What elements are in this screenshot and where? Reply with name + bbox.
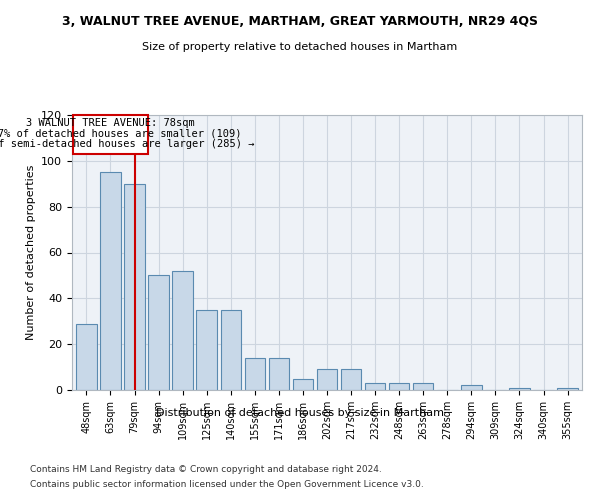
- Text: Contains HM Land Registry data © Crown copyright and database right 2024.: Contains HM Land Registry data © Crown c…: [30, 465, 382, 474]
- FancyBboxPatch shape: [73, 115, 148, 154]
- Bar: [317, 370, 337, 390]
- Bar: [365, 383, 385, 390]
- Text: Contains public sector information licensed under the Open Government Licence v3: Contains public sector information licen…: [30, 480, 424, 489]
- Bar: [557, 388, 578, 390]
- Bar: [221, 310, 241, 390]
- Text: 72% of semi-detached houses are larger (285) →: 72% of semi-detached houses are larger (…: [0, 139, 254, 149]
- Bar: [76, 324, 97, 390]
- Bar: [509, 388, 530, 390]
- Text: Size of property relative to detached houses in Martham: Size of property relative to detached ho…: [142, 42, 458, 52]
- Text: ← 27% of detached houses are smaller (109): ← 27% of detached houses are smaller (10…: [0, 128, 242, 138]
- Bar: [245, 358, 265, 390]
- Bar: [293, 378, 313, 390]
- Bar: [196, 310, 217, 390]
- Bar: [124, 184, 145, 390]
- Bar: [413, 383, 433, 390]
- Y-axis label: Number of detached properties: Number of detached properties: [26, 165, 35, 340]
- Bar: [148, 276, 169, 390]
- Bar: [341, 370, 361, 390]
- Bar: [269, 358, 289, 390]
- Bar: [100, 172, 121, 390]
- Text: 3 WALNUT TREE AVENUE: 78sqm: 3 WALNUT TREE AVENUE: 78sqm: [26, 118, 195, 128]
- Bar: [389, 383, 409, 390]
- Bar: [172, 271, 193, 390]
- Text: 3, WALNUT TREE AVENUE, MARTHAM, GREAT YARMOUTH, NR29 4QS: 3, WALNUT TREE AVENUE, MARTHAM, GREAT YA…: [62, 15, 538, 28]
- Bar: [461, 386, 482, 390]
- Text: Distribution of detached houses by size in Martham: Distribution of detached houses by size …: [156, 408, 444, 418]
